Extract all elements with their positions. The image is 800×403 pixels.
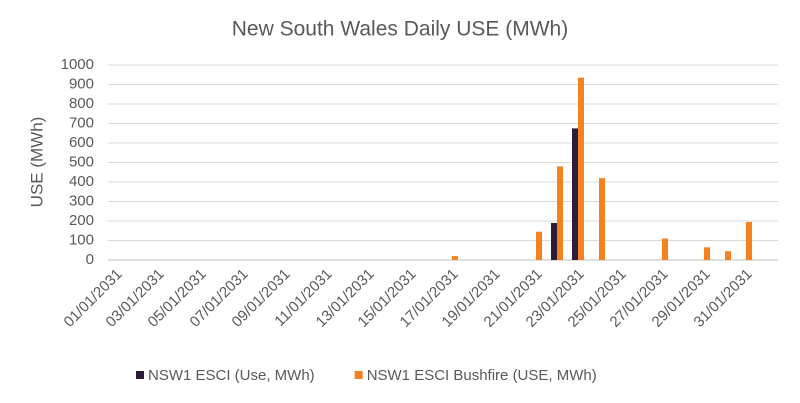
bar bbox=[725, 251, 731, 260]
y-tick-label: 1000 bbox=[61, 56, 94, 73]
legend-label: NSW1 ESCI Bushfire (USE, MWh) bbox=[367, 367, 597, 384]
legend-label: NSW1 ESCI (Use, MWh) bbox=[148, 367, 315, 384]
y-tick-label: 300 bbox=[69, 192, 94, 209]
y-tick-label: 200 bbox=[69, 212, 94, 229]
y-axis-label: USE (MWh) bbox=[27, 117, 46, 208]
y-tick-label: 100 bbox=[69, 231, 94, 248]
bar bbox=[578, 77, 584, 260]
bar bbox=[452, 256, 458, 260]
y-tick-label: 500 bbox=[69, 153, 94, 170]
bar bbox=[536, 231, 542, 260]
bar bbox=[557, 166, 563, 260]
chart-title: New South Wales Daily USE (MWh) bbox=[232, 18, 568, 41]
legend-swatch bbox=[136, 371, 144, 379]
legend-swatch bbox=[354, 371, 363, 379]
bar bbox=[662, 238, 668, 260]
bar bbox=[599, 178, 605, 260]
bar bbox=[746, 221, 752, 260]
y-tick-label: 600 bbox=[69, 134, 94, 151]
bar bbox=[704, 247, 710, 260]
y-tick-label: 400 bbox=[69, 173, 94, 190]
bar bbox=[572, 128, 578, 260]
bar bbox=[551, 222, 557, 260]
y-tick-label: 800 bbox=[69, 95, 94, 112]
y-tick-label: 0 bbox=[86, 251, 94, 268]
y-tick-label: 700 bbox=[69, 114, 94, 131]
y-tick-label: 900 bbox=[69, 75, 94, 92]
